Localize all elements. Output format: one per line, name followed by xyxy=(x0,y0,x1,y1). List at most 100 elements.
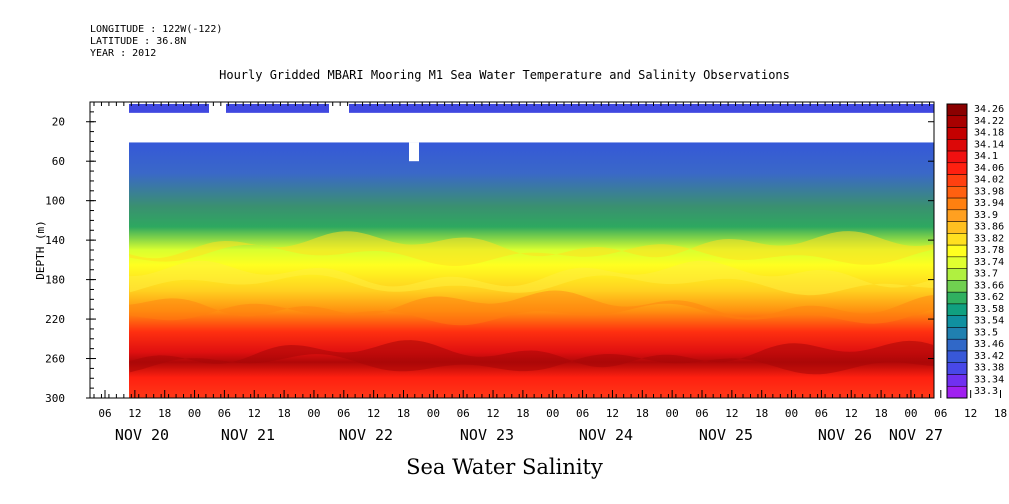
colorbar-swatch xyxy=(946,303,968,316)
surface-salinity-strip xyxy=(129,103,209,113)
colorbar-label: 33.78 xyxy=(974,245,1004,256)
colorbar-swatch xyxy=(946,209,968,222)
colorbar-label: 34.26 xyxy=(974,104,1004,115)
colorbar-swatch xyxy=(946,162,968,175)
colorbar-swatch xyxy=(946,280,968,293)
y-tick-label: 220 xyxy=(45,313,65,326)
x-tick-label: 18 xyxy=(516,407,529,420)
colorbar-frame xyxy=(946,103,968,399)
colorbar-swatch xyxy=(946,338,968,352)
colorbar-swatch xyxy=(946,244,968,258)
colorbar-swatch xyxy=(946,374,968,387)
x-tick-label: 06 xyxy=(934,407,947,420)
x-tick-label: 00 xyxy=(546,407,559,420)
colorbar-label: 34.14 xyxy=(974,139,1004,150)
x-tick-label: 00 xyxy=(427,407,440,420)
x-tick-label: 18 xyxy=(636,407,649,420)
latitude-label: LATITUDE : 36.8N xyxy=(90,36,187,47)
x-tick-label: 00 xyxy=(904,407,917,420)
y-tick-label: 300 xyxy=(45,392,65,405)
x-tick-label: 00 xyxy=(188,407,201,420)
x-tick-label: 18 xyxy=(755,407,768,420)
surface-salinity-strip xyxy=(349,103,934,113)
x-tick-label: 06 xyxy=(337,407,350,420)
x-tick-label: 00 xyxy=(785,407,798,420)
x-tick-label: 18 xyxy=(397,407,410,420)
colorbar-label: 33.34 xyxy=(974,374,1004,385)
x-tick-label: 00 xyxy=(666,407,679,420)
y-tick-label: 20 xyxy=(52,116,65,129)
missing-data-gap xyxy=(409,142,419,162)
x-tick-label: 06 xyxy=(695,407,708,420)
x-tick-label: 06 xyxy=(815,407,828,420)
x-tick-label: 06 xyxy=(457,407,470,420)
y-axis-label: DEPTH (m) xyxy=(34,220,47,280)
colorbar-label: 33.86 xyxy=(974,222,1004,233)
colorbar-label: 33.42 xyxy=(974,351,1004,362)
variability-band xyxy=(129,340,934,375)
x-tick-label: 18 xyxy=(874,407,887,420)
y-tick-label: 140 xyxy=(45,234,65,247)
x-tick-label: 00 xyxy=(307,407,320,420)
x-tick-label: 18 xyxy=(158,407,171,420)
colorbar-swatch xyxy=(946,315,968,328)
x-tick-label: 06 xyxy=(218,407,231,420)
colorbar-label: 33.62 xyxy=(974,292,1004,303)
colorbar-swatch xyxy=(946,150,968,164)
y-tick-label: 180 xyxy=(45,274,65,287)
colorbar-label: 33.54 xyxy=(974,316,1004,327)
colorbar-label: 34.06 xyxy=(974,163,1004,174)
colorbar-label: 33.66 xyxy=(974,280,1004,291)
colorbar-label: 33.38 xyxy=(974,363,1004,374)
variability-band xyxy=(129,231,934,266)
colorbar-swatch xyxy=(946,327,968,340)
colorbar-label: 34.22 xyxy=(974,116,1004,127)
colorbar-swatch xyxy=(946,291,968,305)
colorbar-swatch xyxy=(946,362,968,375)
x-tick-label: 18 xyxy=(994,407,1007,420)
year-label: YEAR : 2012 xyxy=(90,48,157,59)
x-tick-label: 12 xyxy=(248,407,261,420)
x-tick-label: 12 xyxy=(128,407,141,420)
x-tick-label: 12 xyxy=(845,407,858,420)
x-tick-label: 12 xyxy=(725,407,738,420)
chart-subtitle: Sea Water Salinity xyxy=(406,455,603,479)
colorbar-swatch xyxy=(946,174,968,187)
colorbar-label: 33.7 xyxy=(974,269,998,280)
colorbar-swatch xyxy=(946,350,968,363)
colorbar-label: 33.9 xyxy=(974,210,998,221)
x-tick-label: 06 xyxy=(98,407,111,420)
x-date-label: NOV 24 xyxy=(579,426,633,444)
x-date-label: NOV 21 xyxy=(221,426,275,444)
colorbar-label: 33.82 xyxy=(974,233,1004,244)
x-tick-label: 12 xyxy=(964,407,977,420)
colorbar-label: 33.3 xyxy=(974,386,998,397)
colorbar-label: 33.58 xyxy=(974,304,1004,315)
x-tick-label: 12 xyxy=(486,407,499,420)
x-date-label: NOV 22 xyxy=(339,426,393,444)
colorbar-label: 33.5 xyxy=(974,327,998,338)
variability-band xyxy=(129,290,934,326)
metadata-block: LONGITUDE : 122W(-122) LATITUDE : 36.8N … xyxy=(90,24,222,60)
x-tick-label: 12 xyxy=(606,407,619,420)
colorbar-swatch xyxy=(946,385,968,399)
x-date-label: NOV 25 xyxy=(699,426,753,444)
surface-salinity-strip xyxy=(226,103,329,113)
colorbar-label: 33.94 xyxy=(974,198,1004,209)
colorbar-swatch xyxy=(946,103,968,117)
colorbar-swatch xyxy=(946,221,968,234)
colorbar-label: 33.74 xyxy=(974,257,1004,268)
y-tick-label: 60 xyxy=(52,155,65,168)
colorbar-swatch xyxy=(946,256,968,269)
colorbar-label: 33.98 xyxy=(974,186,1004,197)
x-date-label: NOV 26 xyxy=(818,426,872,444)
colorbar-label: 34.1 xyxy=(974,151,998,162)
colorbar-swatch xyxy=(946,197,968,211)
colorbar-label: 34.18 xyxy=(974,128,1004,139)
colorbar-swatch xyxy=(946,186,968,199)
y-tick-label: 100 xyxy=(45,195,65,208)
x-date-label: NOV 20 xyxy=(115,426,169,444)
x-date-label: NOV 23 xyxy=(460,426,514,444)
colorbar-swatch xyxy=(946,127,968,140)
